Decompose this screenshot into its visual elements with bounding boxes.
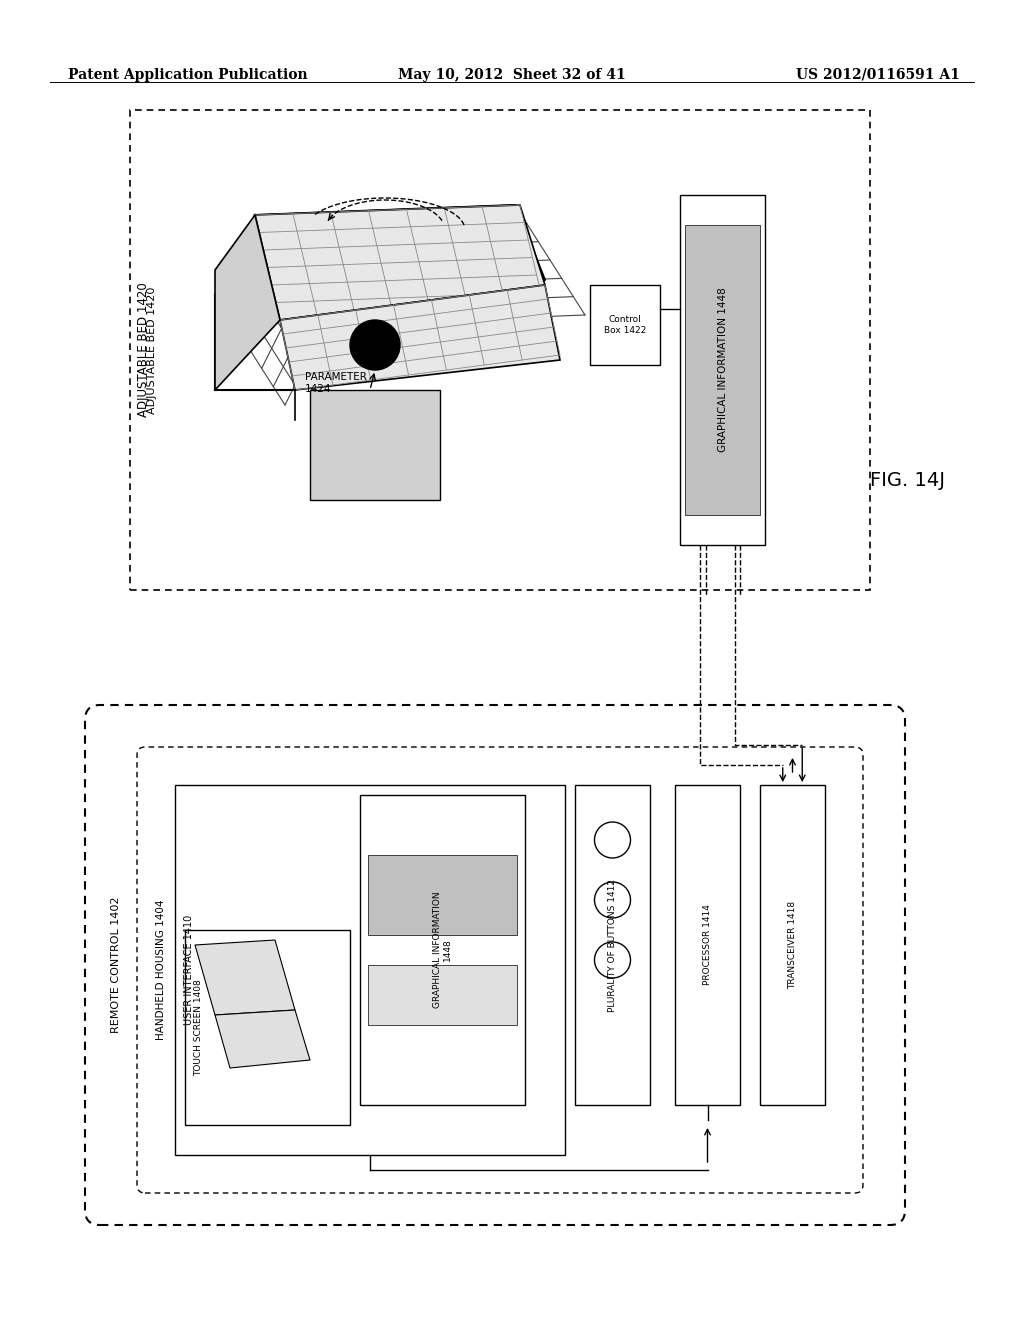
Text: TOUCH SCREEN 1408: TOUCH SCREEN 1408 xyxy=(195,979,204,1076)
Text: PARAMETER
1424: PARAMETER 1424 xyxy=(305,372,367,393)
Bar xyxy=(175,785,565,1155)
Polygon shape xyxy=(280,285,560,389)
Bar xyxy=(675,785,740,1105)
Bar xyxy=(310,389,440,500)
Text: Patent Application Publication: Patent Application Publication xyxy=(68,69,307,82)
Bar xyxy=(760,785,825,1105)
Bar xyxy=(685,224,760,515)
Text: FIG. 14J: FIG. 14J xyxy=(870,470,945,490)
FancyBboxPatch shape xyxy=(85,705,905,1225)
Text: May 10, 2012  Sheet 32 of 41: May 10, 2012 Sheet 32 of 41 xyxy=(398,69,626,82)
Polygon shape xyxy=(215,215,280,389)
FancyBboxPatch shape xyxy=(137,747,863,1193)
Circle shape xyxy=(350,319,400,370)
Circle shape xyxy=(595,822,631,858)
Polygon shape xyxy=(195,940,295,1015)
Text: ADJUSTABLE BED 1420: ADJUSTABLE BED 1420 xyxy=(147,286,157,413)
Bar xyxy=(368,965,517,1026)
Polygon shape xyxy=(215,1010,310,1068)
Text: TRANSCEIVER 1418: TRANSCEIVER 1418 xyxy=(788,902,797,989)
Circle shape xyxy=(595,942,631,978)
Bar xyxy=(680,195,765,545)
Text: HANDHELD HOUSING 1404: HANDHELD HOUSING 1404 xyxy=(156,900,166,1040)
Text: US 2012/0116591 A1: US 2012/0116591 A1 xyxy=(796,69,961,82)
Bar xyxy=(368,855,517,935)
Text: REMOTE CONTROL 1402: REMOTE CONTROL 1402 xyxy=(111,896,121,1034)
Polygon shape xyxy=(255,205,545,319)
Text: PLURALITY OF BUTTONS 1412: PLURALITY OF BUTTONS 1412 xyxy=(608,879,617,1011)
Text: USER INTERFACE 1410: USER INTERFACE 1410 xyxy=(184,915,194,1026)
Text: Control
Box 1422: Control Box 1422 xyxy=(604,315,646,335)
Text: ADJUSTABLE BED 1420: ADJUSTABLE BED 1420 xyxy=(137,282,151,417)
Text: PROCESSOR 1414: PROCESSOR 1414 xyxy=(703,904,712,986)
Bar xyxy=(360,795,525,1105)
Bar xyxy=(590,285,660,366)
Bar xyxy=(185,931,350,1125)
FancyBboxPatch shape xyxy=(130,110,870,590)
Text: GRAPHICAL INFORMATION
1448: GRAPHICAL INFORMATION 1448 xyxy=(433,892,453,1008)
Bar xyxy=(575,785,650,1105)
Text: GRAPHICAL INFORMATION 1448: GRAPHICAL INFORMATION 1448 xyxy=(718,288,727,453)
Circle shape xyxy=(595,882,631,917)
